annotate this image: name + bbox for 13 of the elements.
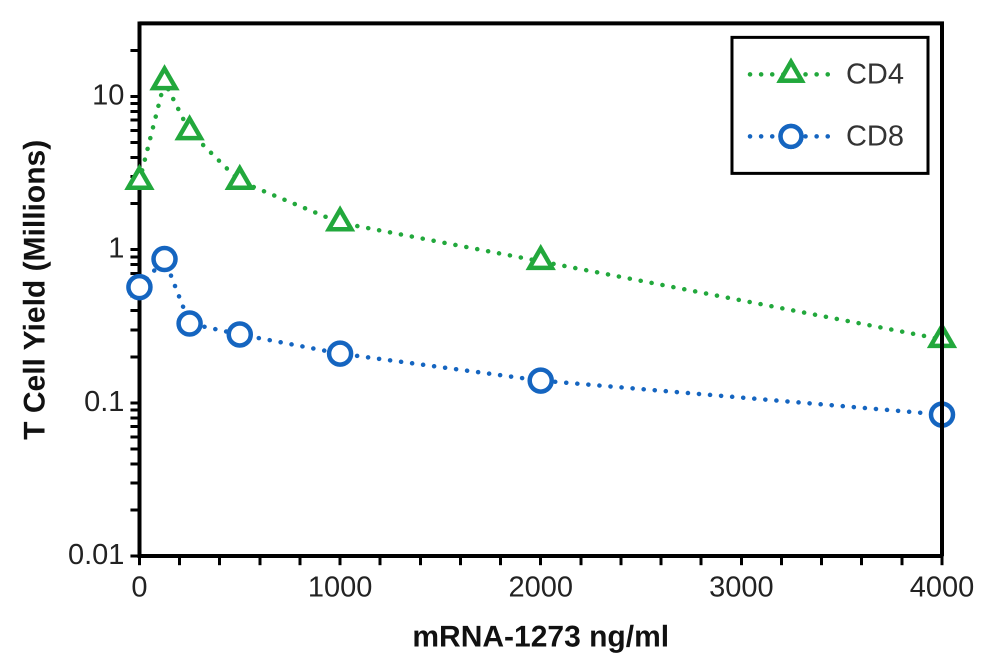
y-axis-title: T Cell Yield (Millions) — [18, 140, 52, 440]
y-tick-label: 0.1 — [84, 386, 124, 418]
y-tick-label: 1 — [108, 232, 124, 265]
y-tick-label: 10 — [92, 80, 124, 112]
x-tick-label: 1000 — [308, 572, 372, 604]
y-tick-label: 0.01 — [68, 539, 124, 572]
x-tick-label: 4000 — [910, 572, 974, 604]
legend-label: CD4 — [846, 58, 904, 90]
x-tick-label: 3000 — [709, 572, 774, 604]
x-tick-label: 2000 — [508, 572, 573, 604]
x-axis-title: mRNA-1273 ng/ml — [412, 620, 670, 654]
x-tick-label: 0 — [131, 572, 148, 604]
legend-label: CD8 — [846, 120, 904, 152]
